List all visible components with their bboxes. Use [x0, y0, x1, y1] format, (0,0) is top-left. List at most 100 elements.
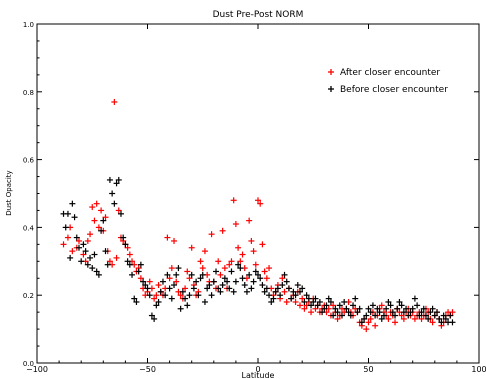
data-point [345, 309, 352, 316]
data-point [166, 285, 173, 292]
data-point [78, 258, 85, 265]
y-axis-ticks: 0.0 0.2 0.4 0.6 0.8 1.0 [23, 21, 479, 368]
data-point [164, 234, 171, 241]
data-point [299, 295, 306, 302]
data-point [182, 295, 189, 302]
data-point [93, 200, 100, 207]
data-point [75, 244, 82, 251]
data-point [255, 271, 261, 278]
data-point [418, 309, 425, 316]
data-point [365, 319, 372, 326]
data-point [148, 312, 155, 319]
data-point [303, 292, 310, 299]
data-point [436, 315, 443, 322]
data-point [334, 315, 341, 322]
data-point [151, 315, 158, 322]
data-point [263, 285, 270, 292]
data-point [215, 285, 222, 292]
data-point [372, 312, 379, 319]
y-axis-label: Dust Opacity [5, 170, 13, 215]
data-point [250, 278, 257, 285]
data-point [80, 251, 87, 258]
legend-marker-before [328, 86, 334, 92]
data-point [272, 288, 279, 295]
data-point [201, 248, 208, 255]
data-point [316, 298, 323, 305]
y-tick-label: 0.2 [23, 292, 34, 300]
data-point [327, 298, 334, 305]
data-point [184, 302, 191, 309]
data-point [310, 298, 317, 305]
data-point [338, 312, 345, 319]
data-point [442, 315, 449, 322]
data-point [257, 200, 264, 207]
data-point [204, 285, 211, 292]
data-point [347, 312, 354, 319]
data-point [173, 278, 180, 285]
x-tick-label: 50 [363, 365, 373, 374]
data-point [252, 268, 259, 275]
data-point [354, 309, 361, 316]
data-point [288, 295, 295, 302]
data-point [296, 302, 303, 309]
y-tick-label: 0.6 [23, 157, 35, 165]
data-point [308, 302, 315, 309]
data-point [84, 237, 91, 244]
data-point [232, 278, 239, 285]
data-point [95, 271, 102, 278]
data-point [151, 295, 158, 302]
data-point [308, 309, 315, 316]
data-point [100, 217, 107, 224]
data-point [235, 261, 242, 268]
series-after [60, 98, 456, 333]
data-point [215, 258, 222, 265]
data-point [162, 292, 169, 299]
data-point [374, 305, 381, 312]
data-point [226, 261, 233, 268]
data-point [429, 305, 436, 312]
y-tick-label: 0.4 [23, 224, 35, 232]
data-point [449, 319, 456, 326]
data-point [135, 268, 142, 275]
data-point [261, 288, 268, 295]
data-point [294, 282, 301, 289]
data-point [137, 261, 144, 268]
data-point [113, 180, 120, 187]
data-point [193, 278, 200, 285]
data-series [60, 98, 456, 333]
legend-entry-before: Before closer encounter [328, 85, 448, 95]
data-point [171, 282, 178, 289]
data-point [210, 278, 217, 285]
data-point [153, 292, 160, 299]
data-point [159, 278, 166, 285]
data-point [312, 295, 319, 302]
data-point [124, 244, 131, 251]
data-point [208, 292, 215, 299]
chart-title: Dust Pre-Post NORM [213, 10, 304, 20]
data-point [255, 197, 261, 204]
data-point [102, 248, 109, 255]
data-point [171, 237, 178, 244]
data-point [232, 221, 239, 228]
data-point [190, 285, 197, 292]
data-point [228, 258, 235, 265]
data-point [115, 176, 122, 183]
data-point [363, 326, 370, 333]
data-point [98, 227, 105, 234]
data-point [73, 234, 80, 241]
data-point [199, 271, 206, 278]
data-point [64, 234, 71, 241]
data-point [82, 248, 89, 255]
data-point [414, 302, 421, 309]
data-point [221, 265, 228, 272]
data-point [420, 305, 427, 312]
data-point [411, 315, 418, 322]
data-point [332, 305, 339, 312]
data-point [350, 302, 357, 309]
data-point [378, 302, 385, 309]
y-tick-label: 0.0 [23, 360, 34, 368]
data-point [69, 248, 76, 255]
data-point [230, 197, 237, 204]
data-point [319, 309, 326, 316]
